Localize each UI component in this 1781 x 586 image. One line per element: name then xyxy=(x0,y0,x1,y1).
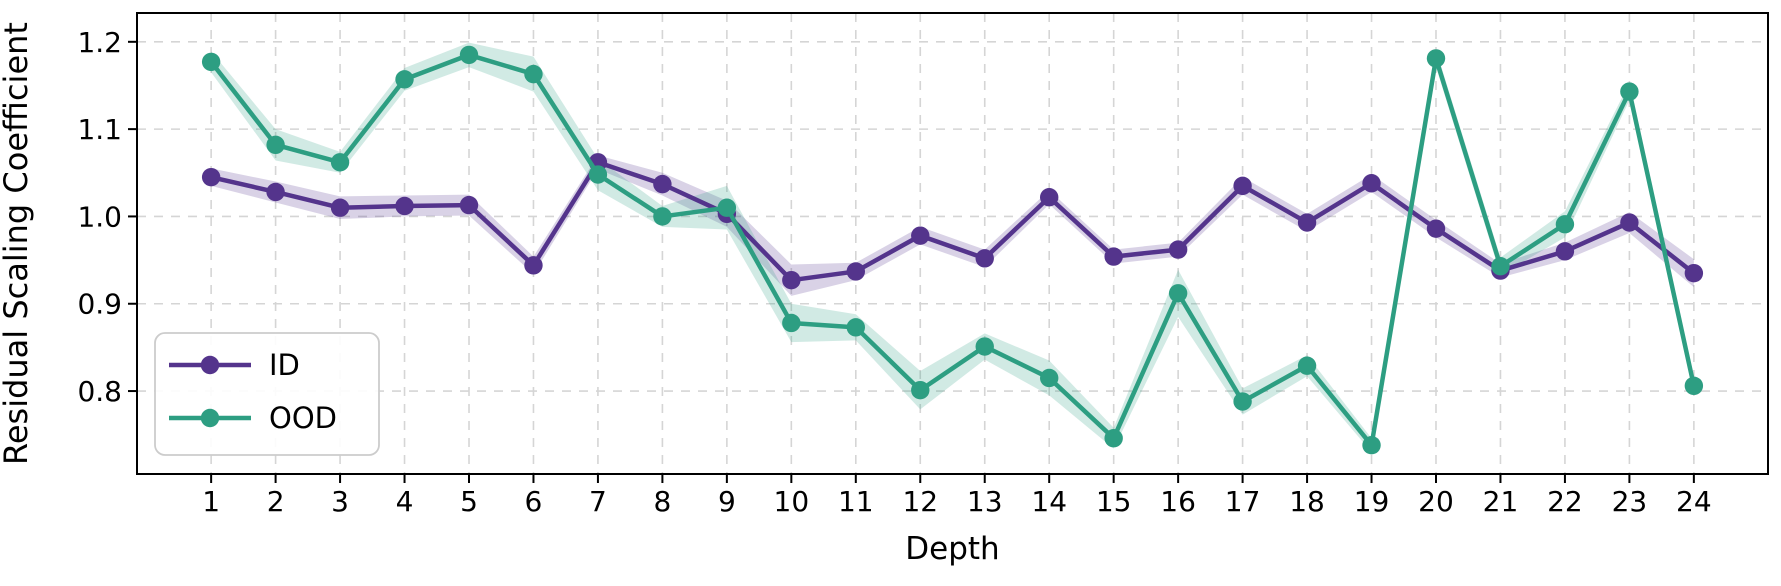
data-point-ood xyxy=(1620,82,1639,101)
x-tick-label: 4 xyxy=(396,485,414,518)
confidence-band-ood xyxy=(211,42,1694,453)
data-point-ood xyxy=(717,198,737,217)
data-point-id xyxy=(846,262,866,281)
data-point-ood xyxy=(782,313,801,333)
x-tick-label: 11 xyxy=(838,485,874,518)
x-tick-label: 20 xyxy=(1418,485,1454,518)
data-point-ood xyxy=(846,318,866,337)
data-point-ood xyxy=(266,135,285,155)
data-point-id xyxy=(1104,247,1123,266)
x-tick-label: 5 xyxy=(460,485,478,518)
data-point-ood xyxy=(1555,215,1575,234)
data-point-id xyxy=(1426,219,1446,238)
y-tick-label: 1.0 xyxy=(77,200,122,233)
x-tick-label: 15 xyxy=(1096,485,1132,518)
legend: ID OOD xyxy=(154,332,380,456)
x-tick-label: 2 xyxy=(267,485,285,518)
legend-label: ID xyxy=(269,348,300,382)
x-tick-label: 17 xyxy=(1225,485,1261,518)
data-point-id xyxy=(201,167,221,187)
data-point-ood xyxy=(1104,429,1123,448)
data-point-id xyxy=(782,270,801,290)
y-tick-label: 0.8 xyxy=(77,375,122,408)
x-tick-label: 22 xyxy=(1547,485,1583,518)
y-axis-label: Residual Scaling Coefficient xyxy=(0,22,35,465)
data-point-id xyxy=(1362,174,1381,193)
x-axis-label: Depth xyxy=(905,531,999,567)
x-tick-label: 18 xyxy=(1289,485,1325,518)
x-tick-label: 6 xyxy=(525,485,543,518)
y-tick-label: 1.2 xyxy=(77,26,122,59)
data-point-id xyxy=(1233,176,1252,196)
x-tick-label: 19 xyxy=(1354,485,1390,518)
y-tick-label: 1.1 xyxy=(77,113,122,146)
x-tick-label: 9 xyxy=(718,485,736,518)
data-point-id xyxy=(266,182,285,202)
x-tick-label: 23 xyxy=(1612,485,1648,518)
plot-area xyxy=(137,13,1768,474)
data-point-ood xyxy=(459,45,479,65)
x-tick-label: 7 xyxy=(589,485,607,518)
data-point-id xyxy=(911,226,930,245)
data-point-id xyxy=(524,256,543,275)
legend-marker xyxy=(200,408,220,428)
legend-marker xyxy=(200,355,220,375)
data-point-ood xyxy=(1426,49,1446,68)
data-point-id xyxy=(330,198,350,217)
series-line-ood xyxy=(208,52,1697,448)
data-point-id xyxy=(1555,242,1575,261)
data-point-ood xyxy=(975,337,994,356)
legend-label: OOD xyxy=(269,401,337,435)
x-tick-label: 13 xyxy=(967,485,1003,518)
data-point-ood xyxy=(1362,435,1381,455)
data-point-id xyxy=(1620,213,1639,232)
data-point-id xyxy=(1039,188,1059,207)
data-point-id xyxy=(653,174,672,194)
series-line-id xyxy=(208,160,1697,283)
data-point-ood xyxy=(395,70,414,89)
data-point-id xyxy=(395,196,414,216)
data-point-ood xyxy=(1297,356,1317,375)
data-point-ood xyxy=(201,52,221,72)
data-point-id xyxy=(459,195,479,215)
y-tick-label: 0.9 xyxy=(77,288,122,321)
data-point-ood xyxy=(1233,392,1252,411)
data-point-ood xyxy=(1684,376,1704,396)
data-point-id xyxy=(1297,213,1317,232)
data-point-ood xyxy=(588,165,608,184)
x-tick-label: 12 xyxy=(902,485,938,518)
x-tick-label: 14 xyxy=(1031,485,1067,518)
ticks xyxy=(128,40,1695,483)
data-point-ood xyxy=(1168,284,1188,303)
data-point-ood xyxy=(1491,257,1510,276)
x-tick-label: 1 xyxy=(202,485,220,518)
axes-spine xyxy=(136,12,1769,475)
x-tick-label: 10 xyxy=(774,485,810,518)
data-point-id xyxy=(1168,240,1188,259)
x-tick-label: 24 xyxy=(1676,485,1712,518)
x-tick-label: 3 xyxy=(331,485,349,518)
data-point-id xyxy=(1684,263,1704,283)
data-point-ood xyxy=(911,380,930,400)
legend-box xyxy=(154,332,380,456)
grid xyxy=(137,13,1768,474)
x-tick-label: 8 xyxy=(653,485,671,518)
x-tick-label: 21 xyxy=(1483,485,1519,518)
data-point-ood xyxy=(1039,368,1059,388)
data-point-ood xyxy=(653,207,672,226)
x-tick-label: 16 xyxy=(1160,485,1196,518)
data-point-ood xyxy=(524,64,543,84)
data-point-ood xyxy=(330,153,350,172)
data-point-id xyxy=(975,249,994,268)
